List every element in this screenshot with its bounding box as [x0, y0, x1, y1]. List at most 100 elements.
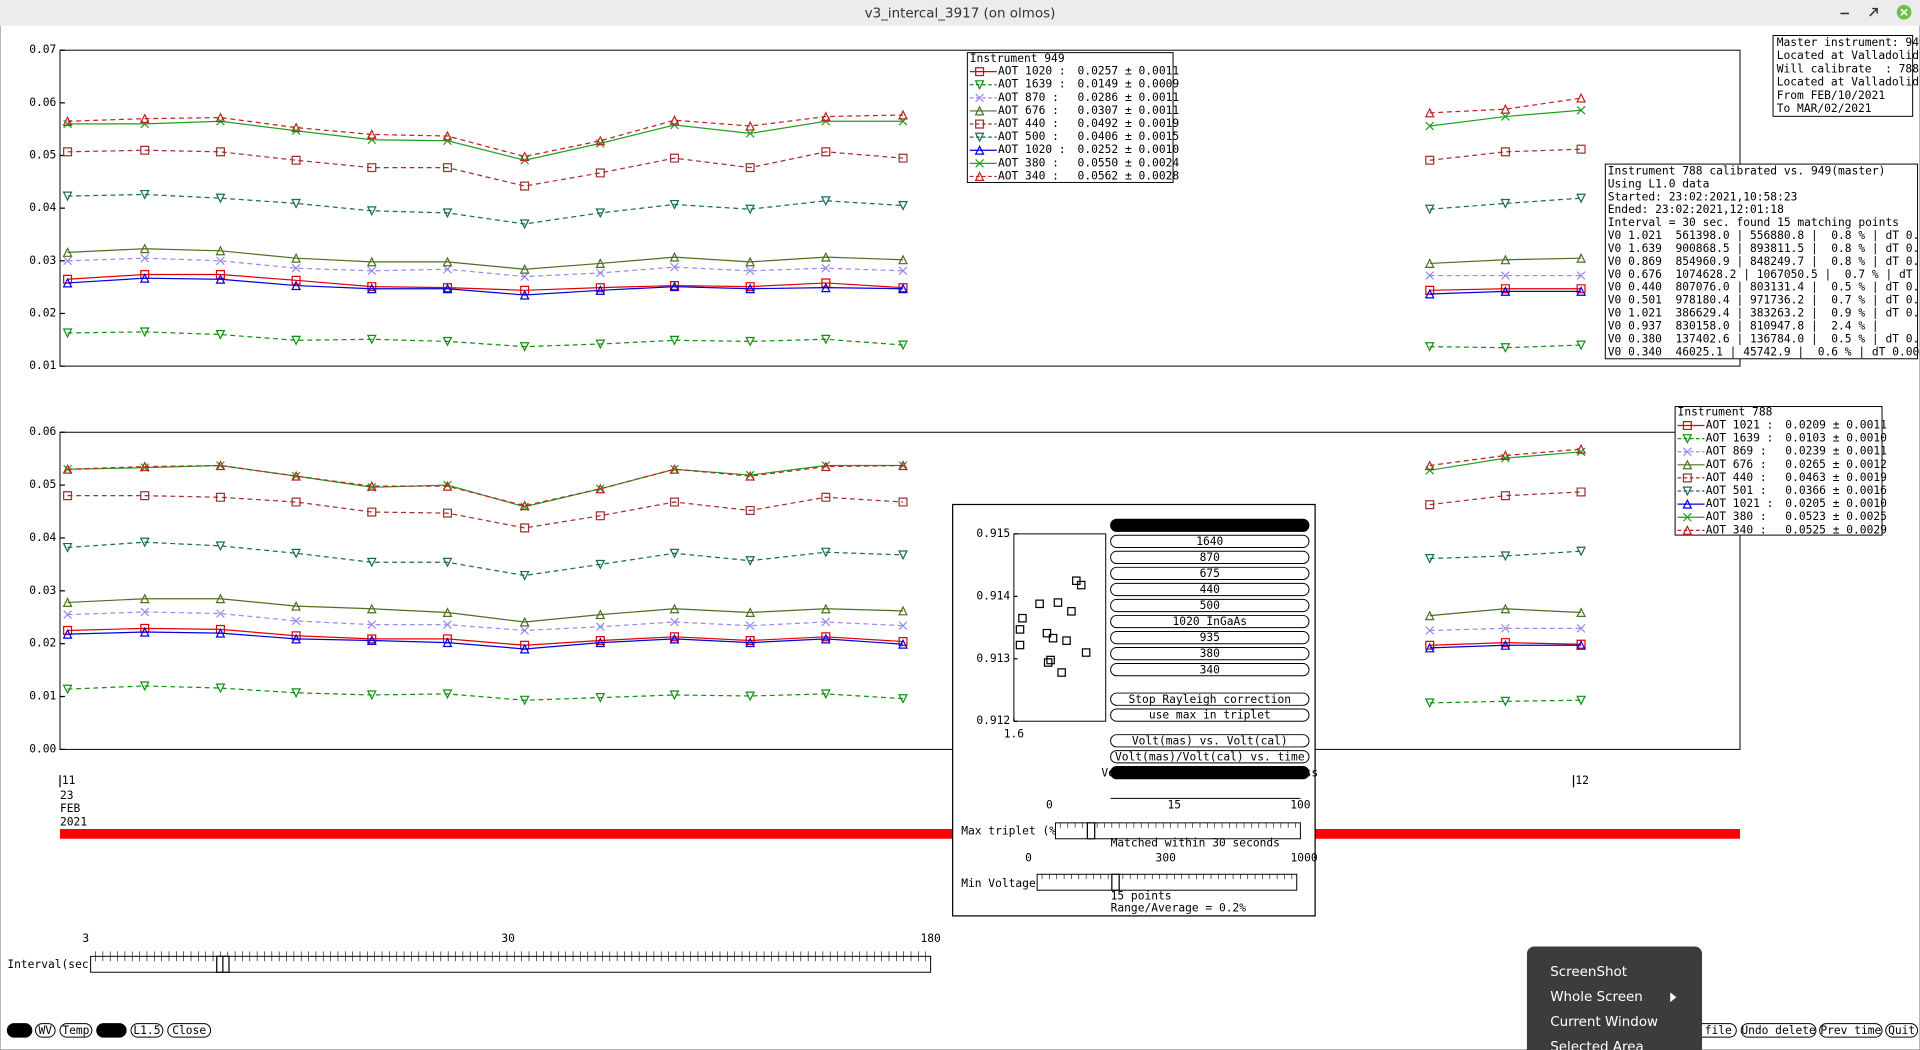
window-title: v3_intercal_3917 (on olmos)	[865, 6, 1056, 21]
data-point	[367, 266, 377, 276]
data-point	[821, 147, 831, 157]
toolbar-button[interactable]	[1885, 1023, 1919, 1038]
legend-label: AOT 676 :	[998, 104, 1059, 117]
data-point	[595, 168, 605, 178]
plot-frame	[1013, 533, 1107, 722]
data-point	[898, 638, 908, 649]
slider-scale-label: 300	[1156, 851, 1177, 864]
wavelength-button[interactable]	[1110, 518, 1310, 532]
data-point	[1424, 642, 1435, 653]
data-point	[366, 256, 377, 267]
legend-stat: 0.0149 ± 0.0009	[1078, 78, 1180, 91]
wavelength-button[interactable]	[1110, 566, 1310, 581]
data-point	[898, 266, 908, 276]
data-point	[291, 548, 302, 559]
legend-marker	[1682, 473, 1692, 483]
data-point	[520, 523, 530, 533]
toolbar-button[interactable]	[130, 1023, 164, 1038]
slider-thumb[interactable]	[1111, 873, 1120, 891]
toolbar-button[interactable]	[1740, 1023, 1817, 1038]
data-point	[366, 557, 377, 568]
data-point	[139, 327, 150, 338]
wavelength-button[interactable]	[1110, 614, 1310, 629]
calibration-info-line: Interval = 30 sec. found 15 matching poi…	[1608, 216, 1899, 229]
legend-label: AOT 869 :	[1706, 445, 1767, 458]
plot-button-label: Volt(mas)/Volt(cal) vs. Air Mass	[1101, 766, 1318, 779]
data-point	[669, 603, 680, 614]
y-tick-label: 0.913	[976, 652, 1010, 665]
data-point	[898, 460, 908, 471]
plot-button[interactable]	[1110, 766, 1310, 780]
series-line	[67, 491, 1582, 529]
context-menu-item[interactable]: Current Window	[1550, 1015, 1658, 1030]
wavelength-button[interactable]	[1110, 534, 1310, 548]
data-point	[215, 112, 226, 123]
toolbar-button[interactable]	[1819, 1023, 1883, 1038]
x-tick-label: 1.6	[1004, 728, 1025, 741]
legend-marker	[1682, 512, 1692, 522]
context-menu-item[interactable]: ScreenShot	[1550, 965, 1627, 980]
data-point	[519, 219, 530, 230]
wavelength-button-label: 675	[1200, 567, 1220, 580]
legend-stat: 0.0366 ± 0.0016	[1785, 484, 1887, 497]
data-point	[62, 597, 73, 607]
data-point	[215, 683, 226, 694]
data-point	[62, 191, 73, 202]
data-point	[140, 253, 150, 263]
x-tick-label: 12	[1575, 774, 1589, 787]
wavelength-button[interactable]	[1110, 550, 1310, 565]
plot-button[interactable]	[1110, 750, 1310, 764]
data-point	[898, 283, 908, 294]
data-point	[898, 637, 908, 647]
context-menu-item[interactable]: Whole Screen	[1550, 990, 1643, 1005]
data-point	[745, 621, 755, 631]
calibration-info-line: Started: 23:02:2021,10:58:23	[1608, 190, 1798, 203]
data-point	[442, 283, 453, 294]
toolbar-button[interactable]	[6, 1023, 33, 1038]
context-menu-item[interactable]: Selected Area	[1550, 1040, 1644, 1050]
wavelength-button[interactable]	[1110, 630, 1310, 645]
data-point	[291, 600, 302, 611]
master-info-box	[1772, 35, 1914, 117]
wavelength-button[interactable]	[1110, 598, 1310, 613]
data-point	[1500, 284, 1510, 294]
data-point	[139, 113, 150, 124]
data-point	[1500, 198, 1511, 209]
maximize-button[interactable]	[1869, 7, 1878, 17]
toolbar-button[interactable]	[59, 1023, 93, 1038]
legend-label: AOT 1020 :	[998, 143, 1066, 156]
legend-marker	[974, 105, 985, 116]
data-point	[1500, 551, 1511, 562]
wavelength-button[interactable]	[1110, 582, 1310, 597]
legend-stat: 0.0103 ± 0.0010	[1785, 432, 1887, 445]
toolbar-button[interactable]	[96, 1023, 127, 1038]
data-point	[1501, 271, 1510, 280]
option-button[interactable]	[1110, 708, 1310, 722]
toolbar-button[interactable]	[167, 1023, 212, 1038]
data-point	[820, 689, 831, 700]
slider-thumb[interactable]	[1086, 822, 1096, 840]
data-point	[1015, 625, 1025, 634]
data-point	[215, 593, 226, 604]
slider-scale-label: 1000	[1291, 851, 1318, 864]
plot-button[interactable]	[1110, 734, 1310, 748]
data-point	[1500, 286, 1511, 296]
wavelength-button[interactable]	[1110, 647, 1310, 661]
toolbar-button[interactable]	[35, 1023, 56, 1038]
y-tick-label: 0.07	[29, 43, 56, 56]
slider-track	[90, 955, 932, 973]
slider-scale-label: 100	[1290, 799, 1311, 812]
wavelength-button[interactable]	[1110, 663, 1310, 677]
calibration-info-line: V0 0.937 830158.0 | 810947.8 | 2.4 % |	[1608, 319, 1879, 332]
plot-button-label: Volt(mas)/Volt(cal) vs. time	[1115, 750, 1305, 763]
toolbar-button-label: WV	[39, 1024, 53, 1037]
data-point	[1076, 580, 1086, 590]
legend-stat: 0.0209 ± 0.0011	[1785, 419, 1887, 432]
legend-stat: 0.0525 ± 0.0029	[1785, 523, 1887, 536]
data-point	[442, 480, 453, 491]
series-line	[67, 248, 1582, 270]
data-point	[669, 251, 680, 262]
option-button[interactable]	[1110, 692, 1310, 706]
